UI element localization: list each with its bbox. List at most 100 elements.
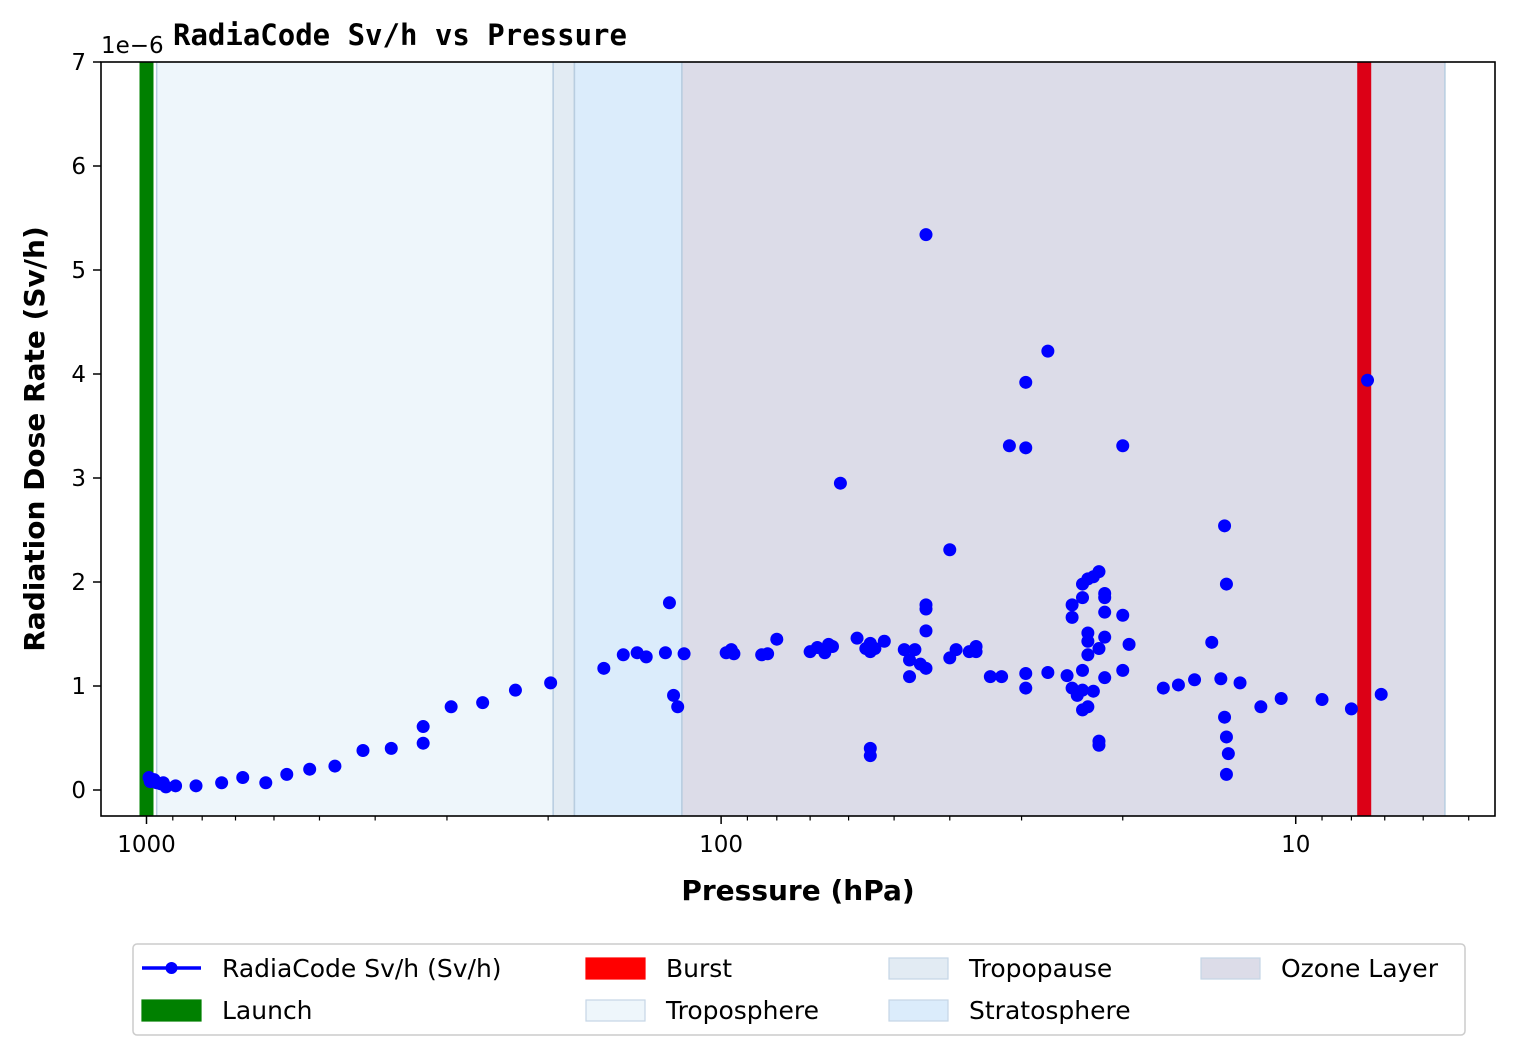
data-point [761,647,775,661]
data-point [969,645,983,659]
data-point [1374,687,1388,701]
legend-label: RadiaCode Sv/h (Sv/h) [222,954,502,983]
data-point [1219,767,1233,781]
x-ticks: 1000 100 10 [117,816,1470,858]
data-point [280,767,294,781]
data-point [1098,605,1112,619]
data-point [1041,344,1055,358]
y-tick-label: 7 [71,50,86,76]
data-point [1171,678,1185,692]
data-point [1233,676,1247,690]
y-ticks: 0 1 2 3 4 5 6 7 [71,50,101,804]
marker-burst [1357,62,1372,816]
data-point [169,779,183,793]
legend-label: Tropopause [968,954,1112,983]
data-point [356,743,370,757]
data-point [1122,637,1136,651]
data-point [1065,610,1079,624]
data-point [1081,700,1095,714]
legend-swatch-marker [165,962,178,974]
band-stratosphere [574,62,682,816]
data-point [1041,665,1055,679]
data-point [1315,693,1329,707]
legend-swatch [888,957,949,980]
data-point [1065,598,1079,612]
legend-label: Stratosphere [969,996,1131,1025]
legend-swatch [888,999,949,1022]
data-point [1092,738,1106,752]
data-point [1254,700,1268,714]
data-point [1098,630,1112,644]
y-tick-label: 2 [71,570,86,596]
bands-layer [155,62,1446,816]
data-point [259,776,273,790]
data-point [1214,672,1228,686]
data-point [868,642,882,656]
data-point [908,643,922,657]
data-point [1219,577,1233,591]
data-point [476,696,490,710]
data-point [1218,519,1232,533]
chart-title: RadiaCode Sv/h vs Pressure [173,18,627,52]
data-point [1060,669,1074,683]
points-layer [142,228,1388,794]
data-point [544,676,558,690]
data-point [1081,634,1095,648]
data-point [1086,684,1100,698]
data-point [897,643,911,657]
data-point [1205,635,1219,649]
data-point [1274,691,1288,705]
y-tick-label: 6 [71,154,86,180]
data-point [943,543,957,557]
data-point [1076,683,1090,697]
data-point [384,741,398,755]
data-point [1361,373,1375,387]
y-tick-label: 3 [71,466,86,492]
legend: RadiaCode Sv/h (Sv/h) Launch Burst Troposph… [132,943,1466,1036]
x-tick-label: 100 [699,832,743,858]
data-point [1092,642,1106,656]
legend-swatch [1200,957,1261,980]
data-point [903,653,917,667]
data-point [1116,439,1130,453]
legend-swatch [585,957,646,980]
y-offset-label: 1e−6 [101,33,164,59]
data-point [416,736,430,750]
legend-label: Launch [222,996,313,1025]
data-point [1188,673,1202,687]
y-tick-label: 4 [71,362,86,388]
legend-label: Ozone Layer [1281,954,1439,983]
band-tropopause [553,62,575,816]
legend-label: Burst [666,954,732,983]
data-point [1221,747,1235,761]
data-point [919,624,933,638]
data-point [1219,730,1233,744]
data-point [825,639,839,653]
plot-frame [100,61,1496,817]
data-point [1344,702,1358,716]
data-point [328,759,342,773]
data-point [671,700,685,714]
data-point [863,741,877,755]
data-point [919,598,933,612]
data-point [616,648,630,662]
marker-launch [139,62,154,816]
data-point [639,650,653,664]
legend-swatch [585,999,646,1022]
data-point [1019,681,1033,695]
data-point [770,632,784,646]
data-point [1002,439,1016,453]
data-point [919,228,933,242]
legend-swatch [141,999,202,1022]
data-point [215,776,229,790]
data-point [1019,375,1033,389]
y-tick-label: 1 [71,674,86,700]
data-point [677,647,691,661]
data-point [919,661,933,675]
x-axis-label: Pressure (hPa) [681,874,914,907]
data-point [1019,667,1033,681]
data-point [877,634,891,648]
legend-label: Troposphere [665,996,819,1025]
data-point [995,670,1009,684]
data-point [662,596,676,610]
